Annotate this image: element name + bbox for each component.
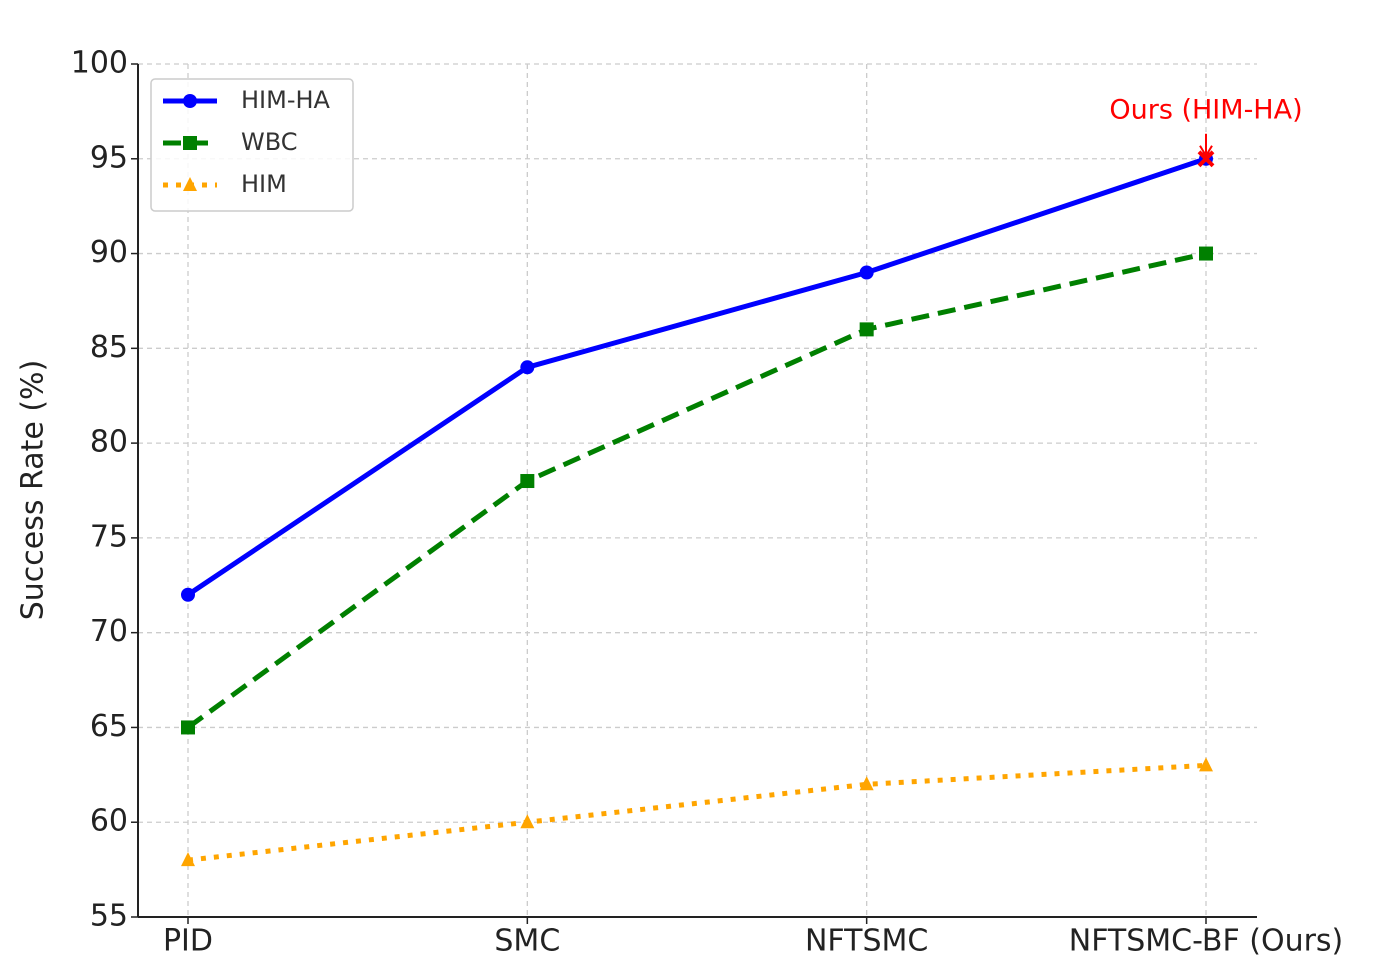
marker <box>181 587 195 602</box>
marker <box>181 852 195 867</box>
y-tick-label: 80 <box>90 425 128 460</box>
y-tick-label: 95 <box>90 140 128 175</box>
y-tick-label: 60 <box>90 804 128 839</box>
y-tick-label: 70 <box>90 614 128 649</box>
annotation: Ours (HIM-HA) <box>1109 94 1302 125</box>
marker <box>183 136 197 150</box>
marker <box>1199 246 1213 261</box>
marker <box>1199 757 1213 772</box>
marker <box>520 474 535 489</box>
y-axis-label: Success Rate (%) <box>16 360 51 621</box>
highlight-marker <box>1197 150 1215 168</box>
series-line <box>187 762 1207 863</box>
legend-label: WBC <box>241 128 298 156</box>
marker <box>859 322 874 337</box>
x-tick-label: PID <box>163 924 213 959</box>
x-tick-label: SMC <box>494 924 560 959</box>
marker <box>859 776 874 791</box>
y-tick-label: 85 <box>90 330 128 365</box>
legend: HIM-HA WBC HIM <box>150 78 354 212</box>
marker <box>183 94 197 108</box>
legend-label: HIM-HA <box>241 86 331 114</box>
x-tick-label: NFTSMC <box>805 924 928 959</box>
series-line <box>186 251 1207 730</box>
y-tick-label: 90 <box>90 235 128 270</box>
y-tick-label: 65 <box>90 709 128 744</box>
marker <box>520 814 535 829</box>
legend-box <box>150 78 354 212</box>
x-tick-label: NFTSMC-BF (Ours) <box>1069 924 1344 959</box>
y-tick-label: 75 <box>90 519 128 554</box>
marker <box>859 265 874 280</box>
marker <box>520 360 535 375</box>
series-line <box>186 156 1207 597</box>
legend-label: HIM <box>241 170 287 198</box>
y-tick-label: 100 <box>71 46 128 81</box>
annotation-arrowhead <box>1199 145 1213 158</box>
y-tick-label: 55 <box>90 899 128 934</box>
marker <box>181 720 195 735</box>
marker <box>183 177 197 191</box>
